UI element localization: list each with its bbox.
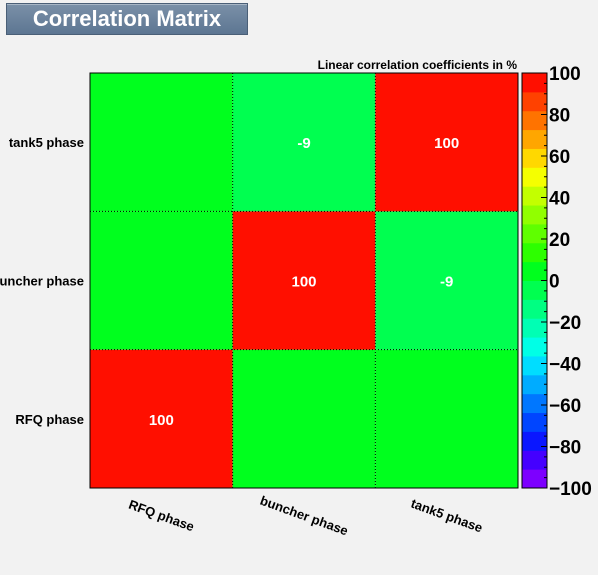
heatmap-cell — [232, 349, 376, 488]
colorbar-tick-label: −100 — [549, 479, 592, 500]
cell-value-label: 100 — [291, 274, 316, 291]
heatmap-cell — [90, 211, 233, 350]
x-tick-label: buncher phase — [258, 493, 350, 539]
colorbar-axis: 100 80 60 40 20 0 −20 −40 −60 −80 −100 — [541, 64, 592, 500]
heatmap-cell — [375, 349, 518, 488]
y-tick-label: buncher phase — [0, 274, 84, 289]
colorbar-tick-label: 20 — [549, 230, 570, 251]
y-tick-label: tank5 phase — [9, 135, 84, 150]
colorbar-segment — [522, 469, 547, 489]
heatmap-cell — [375, 73, 518, 212]
colorbar-segment — [522, 223, 547, 244]
colorbar-segment — [522, 318, 547, 338]
colorbar-tick-label: 60 — [549, 147, 570, 168]
x-tick-label: RFQ phase — [127, 497, 197, 535]
y-axis: RFQ phase buncher phase tank5 phase — [0, 135, 84, 427]
colorbar-segment — [522, 167, 547, 187]
colorbar-tick-label: 80 — [549, 106, 570, 127]
colorbar-segment — [522, 431, 547, 451]
chart-title: Correlation Matrix — [6, 3, 248, 35]
plot-frame — [89, 72, 519, 489]
cell-value-label: -9 — [297, 135, 310, 152]
colorbar-tick-label: −60 — [549, 396, 581, 417]
colorbar-segment — [522, 186, 547, 206]
colorbar-segment — [522, 450, 547, 470]
heatmap-cell-labels: 100 100 -9 -9 100 — [149, 135, 459, 429]
colorbar-segment — [522, 91, 547, 112]
colorbar-segment — [522, 261, 547, 281]
colorbar-segment — [522, 337, 547, 357]
heatmap-cells — [90, 73, 518, 488]
heatmap-cell — [232, 211, 376, 350]
colorbar-segment — [522, 280, 547, 300]
cell-value-label: 100 — [434, 135, 459, 152]
colorbar-tick-label: 0 — [549, 272, 560, 293]
colorbar-segment — [522, 110, 547, 131]
colorbar — [521, 72, 548, 489]
colorbar-segment — [522, 393, 547, 414]
cell-value-label: 100 — [149, 412, 174, 429]
heatmap-cell — [90, 73, 233, 212]
colorbar-segment — [522, 299, 547, 319]
colorbar-segment — [522, 355, 547, 376]
heatmap-cell — [232, 73, 376, 212]
colorbar-segment — [522, 205, 547, 225]
heatmap-cell — [90, 349, 233, 488]
colorbar-segment — [522, 412, 547, 432]
y-tick-label: RFQ phase — [15, 412, 84, 427]
colorbar-segment — [522, 374, 547, 395]
heatmap-gridlines — [90, 73, 518, 488]
colorbar-segment — [522, 148, 547, 168]
colorbar-tick-label: −40 — [549, 355, 581, 376]
x-tick-label: tank5 phase — [409, 496, 485, 536]
colorbar-tick-label: 40 — [549, 189, 570, 210]
colorbar-segment — [522, 73, 547, 93]
colorbar-tick-label: 100 — [549, 64, 581, 85]
colorbar-segment — [522, 242, 547, 263]
heatmap-cell — [375, 211, 518, 350]
x-axis: RFQ phase buncher phase tank5 phase — [127, 493, 485, 539]
colorbar-tick-label: −80 — [549, 438, 581, 459]
colorbar-segment — [522, 129, 547, 149]
chart-subtitle: Linear correlation coefficients in % — [318, 58, 518, 72]
cell-value-label: -9 — [440, 274, 453, 291]
colorbar-tick-label: −20 — [549, 313, 581, 334]
